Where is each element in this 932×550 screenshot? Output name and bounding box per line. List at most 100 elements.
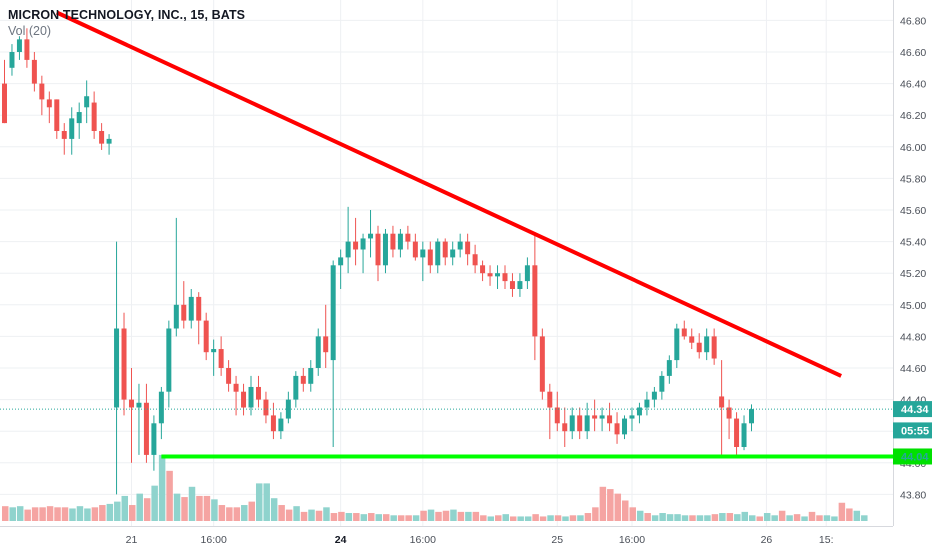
volume-bar	[84, 508, 91, 521]
candle-body	[450, 249, 456, 258]
candle-body	[226, 368, 232, 384]
volume-bar	[450, 509, 457, 521]
candle-body	[263, 399, 269, 416]
candle-body	[24, 39, 30, 60]
candle-body	[143, 402, 149, 455]
candle-body	[711, 336, 717, 359]
candle-body	[233, 383, 239, 392]
candle-body	[76, 112, 82, 124]
volume-bar	[659, 513, 666, 521]
candle-body	[368, 233, 374, 239]
volume-bar	[270, 498, 278, 521]
candle-body	[106, 138, 112, 144]
candle-body	[99, 131, 105, 144]
volume-bar	[360, 514, 368, 521]
y-tick-label: 45.00	[900, 300, 926, 312]
candle-body	[39, 83, 45, 100]
candle-body	[554, 407, 560, 424]
volume-bar	[263, 483, 270, 521]
candle-body	[166, 328, 172, 392]
volume-bar	[412, 515, 420, 521]
volume-bar	[158, 454, 166, 521]
candle-body	[323, 336, 329, 353]
volume-bar	[734, 514, 741, 521]
candle-body	[502, 273, 508, 282]
volume-indicator-label[interactable]: Vol (20)	[8, 24, 52, 38]
y-tick-label: 45.60	[900, 205, 926, 217]
candle-body	[61, 131, 67, 139]
volume-bar	[651, 515, 659, 521]
candle-body	[607, 415, 613, 424]
candle-body	[390, 233, 396, 250]
volume-bar	[517, 516, 524, 521]
volume-bar	[547, 515, 554, 521]
y-tick-label: 44.80	[900, 331, 926, 343]
candle-body	[592, 415, 598, 419]
y-tick-label: 46.60	[900, 47, 926, 59]
candle-body	[472, 254, 478, 266]
volume-bar	[323, 507, 330, 521]
candle-body	[114, 328, 120, 408]
y-tick-label: 46.00	[900, 142, 926, 154]
candle-body	[136, 402, 142, 408]
candle-body	[741, 423, 747, 447]
candle-body	[532, 265, 538, 337]
candle-body	[248, 386, 254, 408]
volume-bar	[801, 516, 808, 521]
candle-body	[666, 360, 672, 376]
volume-bar	[696, 515, 704, 521]
volume-bar	[188, 486, 196, 521]
candle-body	[270, 415, 276, 432]
candle-body	[203, 320, 209, 353]
volume-bar	[211, 499, 218, 521]
volume-bar	[569, 515, 577, 521]
volume-bar	[300, 511, 308, 521]
volume-bar	[248, 501, 256, 521]
candle-body	[584, 415, 590, 432]
volume-bar	[816, 515, 823, 521]
volume-bar	[128, 505, 136, 521]
x-tick-label: 25	[551, 534, 563, 546]
volume-bar	[76, 506, 84, 521]
y-tick-label: 44.60	[900, 363, 926, 375]
volume-bar	[435, 511, 442, 521]
volume-bar	[831, 516, 838, 521]
price-tag	[893, 448, 932, 465]
volume-bar	[420, 510, 427, 521]
volume-bar	[741, 511, 749, 521]
x-tick-label: 16:00	[410, 534, 436, 546]
candle-body	[719, 396, 725, 408]
volume-bar	[502, 514, 509, 521]
volume-bar	[315, 510, 323, 521]
volume-bar	[151, 485, 158, 521]
price-tag	[893, 422, 932, 439]
price-tag-label: 44.04	[901, 451, 929, 463]
volume-bar	[562, 516, 569, 521]
candle-body	[382, 233, 388, 266]
y-tick-label: 46.80	[900, 15, 926, 27]
volume-bar	[308, 509, 315, 521]
volume-bar	[61, 507, 69, 521]
candle-body	[397, 233, 403, 250]
volume-bar	[99, 505, 106, 521]
volume-bar	[749, 515, 756, 521]
volume-bar	[405, 515, 412, 521]
candle-body	[622, 418, 628, 435]
candle-body	[442, 241, 448, 258]
volume-bar	[106, 503, 114, 521]
volume-bar	[427, 509, 435, 521]
candle-body	[524, 265, 530, 282]
trend-line	[55, 10, 842, 378]
volume-bar	[39, 507, 46, 521]
volume-bar	[636, 510, 644, 521]
chart-legend: MICRON TECHNOLOGY, INC., 15, BATS Vol (2…	[8, 7, 245, 39]
y-tick-label: 46.40	[900, 79, 926, 91]
volume-bar	[584, 513, 592, 521]
symbol-title[interactable]: MICRON TECHNOLOGY, INC., 15, BATS	[8, 8, 246, 22]
volume-bar	[382, 514, 390, 521]
price-tag-label: 44.34	[901, 404, 929, 416]
candle-body	[509, 281, 515, 289]
candle-body	[674, 328, 680, 361]
